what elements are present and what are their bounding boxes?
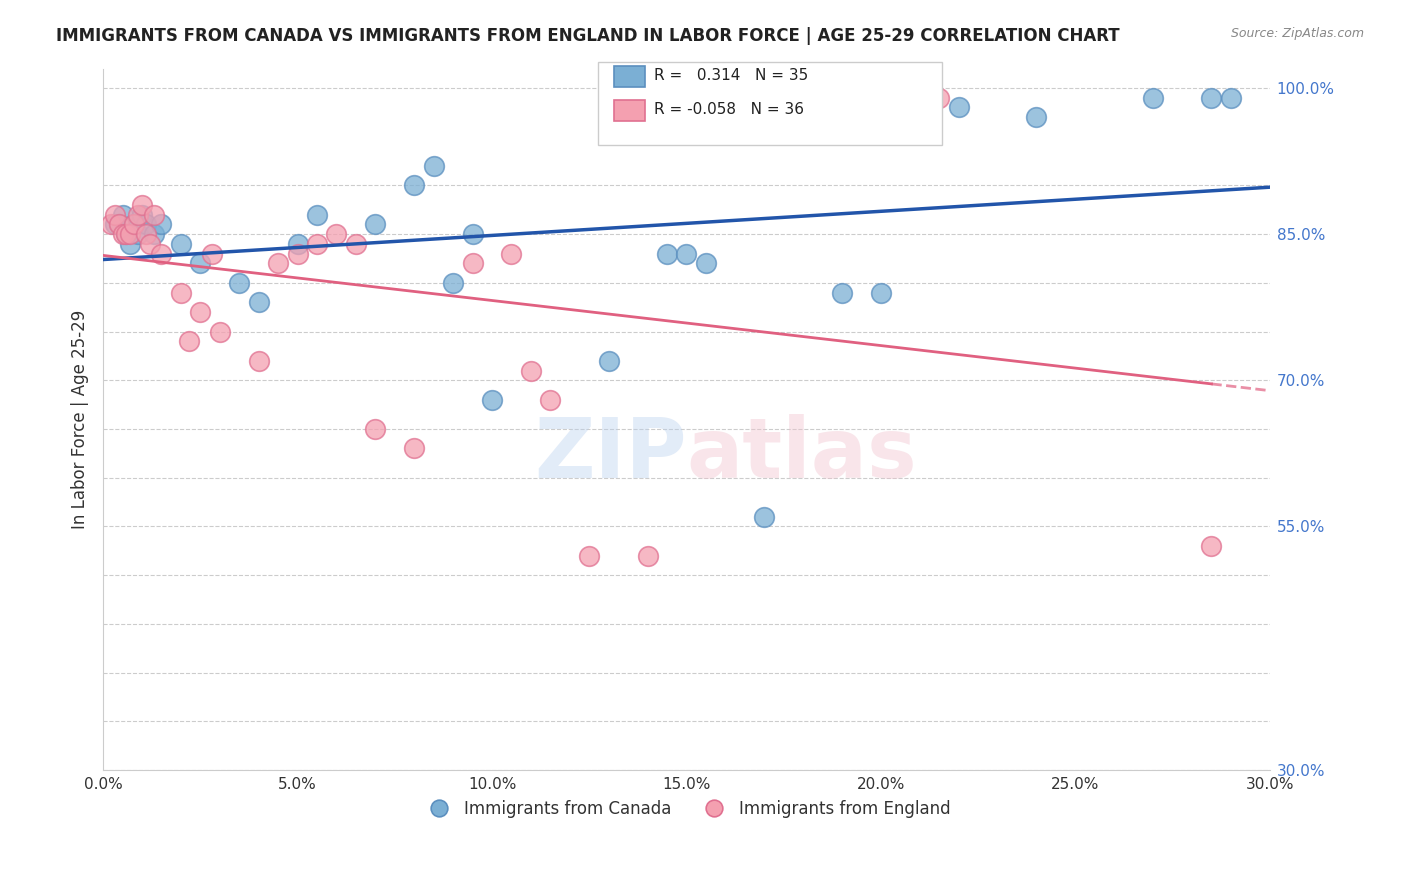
Point	[675, 246, 697, 260]
Point	[177, 334, 200, 349]
Point	[422, 159, 444, 173]
Point	[1219, 91, 1241, 105]
Point	[1201, 91, 1223, 105]
Point	[948, 101, 970, 115]
Point	[695, 256, 717, 270]
Point	[122, 218, 145, 232]
Point	[792, 91, 814, 105]
Point	[1142, 91, 1164, 105]
Point	[344, 236, 367, 251]
Text: R =   0.314   N = 35: R = 0.314 N = 35	[654, 69, 808, 83]
Point	[127, 208, 149, 222]
Point	[142, 208, 165, 222]
Point	[201, 246, 224, 260]
Point	[287, 246, 309, 260]
Text: ZIP: ZIP	[534, 414, 686, 495]
Point	[170, 285, 193, 300]
Y-axis label: In Labor Force | Age 25-29: In Labor Force | Age 25-29	[72, 310, 89, 529]
Point	[107, 218, 129, 232]
Point	[100, 218, 122, 232]
Point	[928, 91, 950, 105]
Point	[111, 208, 134, 222]
Point	[142, 227, 165, 241]
Point	[135, 218, 157, 232]
Point	[122, 218, 145, 232]
Point	[115, 227, 138, 241]
Text: IMMIGRANTS FROM CANADA VS IMMIGRANTS FROM ENGLAND IN LABOR FORCE | AGE 25-29 COR: IMMIGRANTS FROM CANADA VS IMMIGRANTS FRO…	[56, 27, 1119, 45]
Text: R = -0.058   N = 36: R = -0.058 N = 36	[654, 103, 804, 117]
Point	[501, 246, 523, 260]
Point	[1025, 110, 1047, 124]
Point	[598, 353, 620, 368]
Point	[267, 256, 290, 270]
Point	[228, 276, 250, 290]
Point	[520, 363, 543, 377]
Point	[1201, 539, 1223, 553]
Point	[115, 227, 138, 241]
Point	[538, 392, 561, 407]
Point	[135, 227, 157, 241]
Point	[150, 218, 173, 232]
Point	[150, 246, 173, 260]
Point	[441, 276, 464, 290]
Point	[247, 353, 270, 368]
Point	[170, 236, 193, 251]
Point	[870, 285, 893, 300]
Point	[831, 285, 853, 300]
Point	[754, 509, 776, 524]
Text: Source: ZipAtlas.com: Source: ZipAtlas.com	[1230, 27, 1364, 40]
Point	[111, 227, 134, 241]
Point	[139, 236, 162, 251]
Point	[127, 227, 149, 241]
Point	[578, 549, 600, 563]
Point	[655, 246, 678, 260]
Point	[188, 256, 211, 270]
Text: atlas: atlas	[686, 414, 917, 495]
Point	[305, 208, 328, 222]
Point	[120, 236, 142, 251]
Point	[247, 295, 270, 310]
Point	[208, 325, 231, 339]
Point	[107, 218, 129, 232]
Point	[188, 305, 211, 319]
Point	[364, 218, 387, 232]
Point	[637, 549, 659, 563]
Legend: Immigrants from Canada, Immigrants from England: Immigrants from Canada, Immigrants from …	[416, 794, 957, 825]
Point	[404, 442, 426, 456]
Point	[754, 91, 776, 105]
Point	[305, 236, 328, 251]
Point	[481, 392, 503, 407]
Point	[131, 198, 153, 212]
Point	[287, 236, 309, 251]
Point	[131, 208, 153, 222]
Point	[461, 256, 484, 270]
Point	[364, 422, 387, 436]
Point	[461, 227, 484, 241]
Point	[404, 178, 426, 193]
Point	[104, 218, 127, 232]
Point	[104, 208, 127, 222]
Point	[325, 227, 347, 241]
Point	[120, 227, 142, 241]
